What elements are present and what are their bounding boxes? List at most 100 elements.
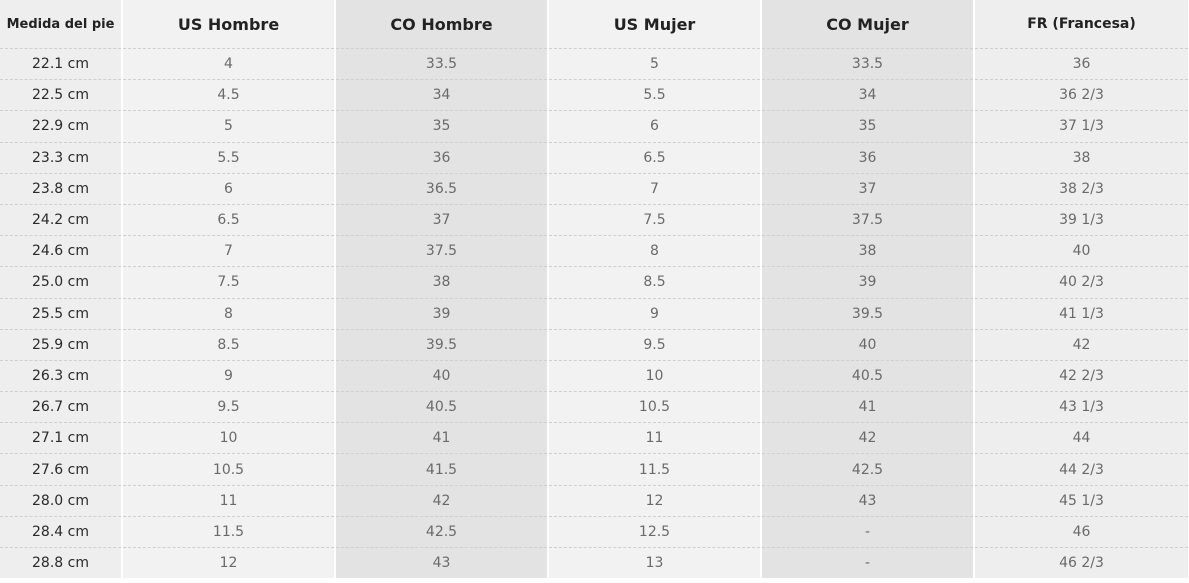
us-women-cell: 10 xyxy=(548,360,762,393)
co-men-cell: 36.5 xyxy=(335,173,549,205)
us-men-cell: 5.5 xyxy=(122,142,336,174)
us-women-cell: 11.5 xyxy=(548,453,762,486)
fr-french-cell: 39 1/3 xyxy=(974,204,1189,237)
fr-french-cell: 40 xyxy=(974,235,1189,268)
foot-length-cell: 22.1 cm xyxy=(0,48,123,81)
co-women-cell: 38 xyxy=(761,235,975,268)
foot-length-cell: 22.9 cm xyxy=(0,110,123,143)
co-men-cell: 34 xyxy=(335,79,549,112)
foot-length-cell: 22.5 cm xyxy=(0,79,123,112)
foot-length-cell: 28.4 cm xyxy=(0,516,123,549)
co-women-cell: 36 xyxy=(761,142,975,174)
foot-length-cell: 25.5 cm xyxy=(0,298,123,330)
fr-french-cell: 44 xyxy=(974,422,1189,455)
fr-french-cell: 36 2/3 xyxy=(974,79,1189,112)
co-women-cell: - xyxy=(761,547,975,579)
co-men-cell: 39 xyxy=(335,298,549,330)
us-women-cell: 6 xyxy=(548,110,762,143)
us-men-cell: 11.5 xyxy=(122,516,336,549)
co-women-cell: 34 xyxy=(761,79,975,112)
foot-length-cell: 23.3 cm xyxy=(0,142,123,174)
foot-length-cell: 25.9 cm xyxy=(0,329,123,361)
header-foot-length: Medida del pie xyxy=(0,0,123,49)
us-men-cell: 5 xyxy=(122,110,336,143)
us-women-cell: 8 xyxy=(548,235,762,268)
us-women-cell: 10.5 xyxy=(548,391,762,424)
co-women-cell: 43 xyxy=(761,485,975,517)
us-women-cell: 5.5 xyxy=(548,79,762,112)
co-men-cell: 38 xyxy=(335,266,549,299)
us-women-cell: 9.5 xyxy=(548,329,762,361)
us-women-cell: 12.5 xyxy=(548,516,762,549)
us-men-cell: 6.5 xyxy=(122,204,336,237)
us-men-cell: 8.5 xyxy=(122,329,336,361)
fr-french-cell: 41 1/3 xyxy=(974,298,1189,330)
fr-french-cell: 42 xyxy=(974,329,1189,361)
us-men-cell: 12 xyxy=(122,547,336,579)
foot-length-cell: 26.3 cm xyxy=(0,360,123,393)
us-men-cell: 6 xyxy=(122,173,336,205)
foot-length-cell: 25.0 cm xyxy=(0,266,123,299)
fr-french-cell: 38 xyxy=(974,142,1189,174)
co-men-cell: 40.5 xyxy=(335,391,549,424)
us-men-cell: 7.5 xyxy=(122,266,336,299)
us-women-cell: 9 xyxy=(548,298,762,330)
us-women-cell: 12 xyxy=(548,485,762,517)
table-row: 22.9 cm 5 35 6 35 37 1/3 xyxy=(0,110,1189,143)
us-women-cell: 8.5 xyxy=(548,266,762,299)
us-men-cell: 8 xyxy=(122,298,336,330)
table-row: 27.1 cm 10 41 11 42 44 xyxy=(0,422,1189,455)
fr-french-cell: 46 2/3 xyxy=(974,547,1189,579)
table-row: 24.6 cm 7 37.5 8 38 40 xyxy=(0,235,1189,268)
us-women-cell: 13 xyxy=(548,547,762,579)
us-men-cell: 4 xyxy=(122,48,336,81)
us-women-cell: 11 xyxy=(548,422,762,455)
us-women-cell: 7.5 xyxy=(548,204,762,237)
co-men-cell: 43 xyxy=(335,547,549,579)
table-row: 28.8 cm 12 43 13-46 2/3 xyxy=(0,547,1189,579)
co-men-cell: 40 xyxy=(335,360,549,393)
co-men-cell: 37 xyxy=(335,204,549,237)
foot-length-cell: 24.6 cm xyxy=(0,235,123,268)
foot-length-cell: 28.8 cm xyxy=(0,547,123,579)
fr-french-cell: 44 2/3 xyxy=(974,453,1189,486)
table-row: 22.5 cm 4.5 34 5.5 34 36 2/3 xyxy=(0,79,1189,112)
table-row: 24.2 cm 6.5 37 7.5 37.5 39 1/3 xyxy=(0,204,1189,237)
co-women-cell: 41 xyxy=(761,391,975,424)
us-men-cell: 9 xyxy=(122,360,336,393)
fr-french-cell: 37 1/3 xyxy=(974,110,1189,143)
foot-length-cell: 28.0 cm xyxy=(0,485,123,517)
table-row: 23.8 cm 6 36.5 7 37 38 2/3 xyxy=(0,173,1189,205)
header-us-men: US Hombre xyxy=(122,0,336,49)
co-men-cell: 42.5 xyxy=(335,516,549,549)
us-men-cell: 9.5 xyxy=(122,391,336,424)
co-women-cell: 42.5 xyxy=(761,453,975,486)
foot-length-cell: 23.8 cm xyxy=(0,173,123,205)
table-row: 23.3 cm 5.5 36 6.5 36 38 xyxy=(0,142,1189,174)
co-women-cell: 33.5 xyxy=(761,48,975,81)
us-men-cell: 7 xyxy=(122,235,336,268)
co-women-cell: - xyxy=(761,516,975,549)
table-header: Medida del pie US Hombre CO Hombre US Mu… xyxy=(0,0,1189,49)
co-women-cell: 39.5 xyxy=(761,298,975,330)
table-row: 22.1 cm 4 33.5 5 33.5 36 xyxy=(0,48,1189,81)
header-co-men: CO Hombre xyxy=(335,0,549,49)
co-men-cell: 35 xyxy=(335,110,549,143)
us-women-cell: 6.5 xyxy=(548,142,762,174)
foot-length-cell: 27.6 cm xyxy=(0,453,123,486)
foot-length-cell: 24.2 cm xyxy=(0,204,123,237)
us-men-cell: 10 xyxy=(122,422,336,455)
co-women-cell: 42 xyxy=(761,422,975,455)
table-row: 26.3 cm 9 40 10 40.5 42 2/3 xyxy=(0,360,1189,393)
table-row: 25.0 cm 7.5 38 8.5 39 40 2/3 xyxy=(0,266,1189,299)
header-row: Medida del pie US Hombre CO Hombre US Mu… xyxy=(0,0,1189,49)
header-co-women: CO Mujer xyxy=(761,0,975,49)
table-row: 26.7 cm 9.5 40.5 10.5 41 43 1/3 xyxy=(0,391,1189,424)
us-women-cell: 5 xyxy=(548,48,762,81)
fr-french-cell: 43 1/3 xyxy=(974,391,1189,424)
co-women-cell: 37.5 xyxy=(761,204,975,237)
co-men-cell: 33.5 xyxy=(335,48,549,81)
fr-french-cell: 40 2/3 xyxy=(974,266,1189,299)
foot-length-cell: 27.1 cm xyxy=(0,422,123,455)
